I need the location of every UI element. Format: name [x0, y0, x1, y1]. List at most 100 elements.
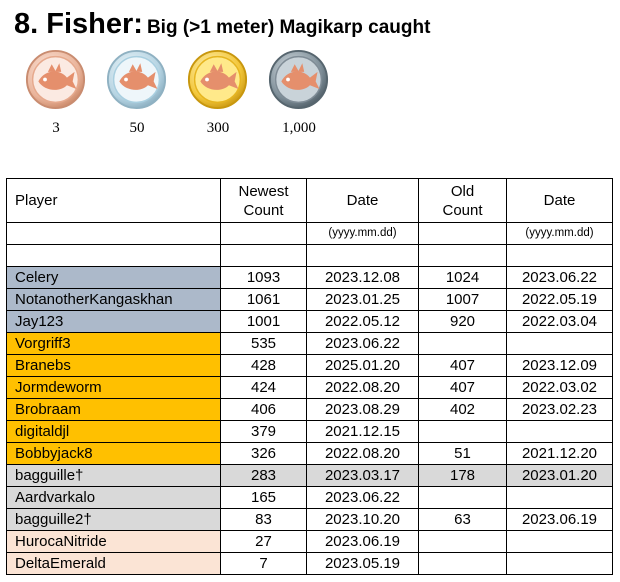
newest-count-cell: 83 [220, 508, 307, 531]
player-cell: digitaldjl [6, 420, 221, 443]
header-date-1: Date [306, 178, 419, 223]
newest-date-cell: 2022.05.12 [306, 310, 419, 333]
header-old-count: Old Count [418, 178, 507, 223]
newest-count-cell: 27 [220, 530, 307, 553]
silver-medal-label: 50 [129, 120, 145, 136]
newest-count-cell: 379 [220, 420, 307, 443]
old-count-cell: 407 [418, 376, 507, 399]
table-row: Jormdeworm 424 2022.08.20 407 2022.03.02 [6, 376, 613, 399]
newest-date-cell: 2022.08.20 [306, 376, 419, 399]
date-format-1: (yyyy.mm.dd) [306, 222, 419, 245]
newest-count-cell: 1061 [220, 288, 307, 311]
old-date-cell: 2021.12.20 [506, 442, 613, 465]
gold-medal-icon [187, 49, 248, 110]
player-cell: Bobbyjack8 [6, 442, 221, 465]
table-spacer-row [6, 244, 613, 267]
player-cell: Jormdeworm [6, 376, 221, 399]
old-count-cell [418, 486, 507, 509]
medal-subtitle: Big (>1 meter) Magikarp caught [146, 17, 431, 38]
newest-date-cell: 2023.06.22 [306, 332, 419, 355]
old-count-cell: 402 [418, 398, 507, 421]
table-row: Aardvarkalo 165 2023.06.22 [6, 486, 613, 509]
table-row: Brobraam 406 2023.08.29 402 2023.02.23 [6, 398, 613, 421]
old-count-cell: 1007 [418, 288, 507, 311]
old-date-cell [506, 486, 613, 509]
table-row: NotanotherKangaskhan 1061 2023.01.25 1007 20… [6, 288, 613, 311]
old-count-cell: 920 [418, 310, 507, 333]
old-date-cell: 2023.02.23 [506, 398, 613, 421]
table-row: DeltaEmerald 7 2023.05.19 [6, 552, 613, 575]
old-count-cell [418, 332, 507, 355]
player-cell: Vorgriff3 [6, 332, 221, 355]
player-cell: Jay123 [6, 310, 221, 333]
table-row: digitaldjl 379 2021.12.15 [6, 420, 613, 443]
newest-date-cell: 2023.06.19 [306, 530, 419, 553]
newest-count-cell: 406 [220, 398, 307, 421]
medal-number-title: 8. Fisher: [14, 8, 143, 40]
table-row: Branebs 428 2025.01.20 407 2023.12.09 [6, 354, 613, 377]
old-count-cell [418, 530, 507, 553]
player-cell: NotanotherKangaskhan [6, 288, 221, 311]
newest-count-cell: 165 [220, 486, 307, 509]
player-cell: Brobraam [6, 398, 221, 421]
old-date-cell: 2022.03.04 [506, 310, 613, 333]
player-cell: bagguille† [6, 464, 221, 487]
old-date-cell: 2022.05.19 [506, 288, 613, 311]
newest-count-cell: 1093 [220, 266, 307, 289]
old-date-cell: 2023.06.22 [506, 266, 613, 289]
newest-date-cell: 2025.01.20 [306, 354, 419, 377]
table-row: Vorgriff3 535 2023.06.22 [6, 332, 613, 355]
newest-date-cell: 2023.08.29 [306, 398, 419, 421]
page-title: 8. Fisher: Big (>1 meter) Magikarp caught [14, 8, 430, 41]
table-row: HurocaNitride 27 2023.06.19 [6, 530, 613, 553]
old-count-cell: 1024 [418, 266, 507, 289]
spacer-cell [506, 244, 613, 267]
gold-medal-label: 300 [206, 120, 230, 136]
newest-count-cell: 535 [220, 332, 307, 355]
newest-date-cell: 2023.05.19 [306, 552, 419, 575]
spacer-cell [6, 244, 221, 267]
old-count-cell [418, 552, 507, 575]
silver-medal-icon [106, 49, 167, 110]
player-cell: Aardvarkalo [6, 486, 221, 509]
format-cell-empty [6, 222, 221, 245]
old-count-cell [418, 420, 507, 443]
old-count-cell: 51 [418, 442, 507, 465]
player-cell: DeltaEmerald [6, 552, 221, 575]
format-cell-empty [418, 222, 507, 245]
header-newest-count: Newest Count [220, 178, 307, 223]
table-row: bagguille2† 83 2023.10.20 63 2023.06.19 [6, 508, 613, 531]
newest-date-cell: 2022.08.20 [306, 442, 419, 465]
player-cell: bagguille2† [6, 508, 221, 531]
old-date-cell [506, 332, 613, 355]
old-count-cell: 178 [418, 464, 507, 487]
bronze-medal-icon [25, 49, 86, 110]
table-row: bagguille† 283 2023.03.17 178 2023.01.20 [6, 464, 613, 487]
newest-date-cell: 2023.10.20 [306, 508, 419, 531]
spacer-cell [418, 244, 507, 267]
newest-count-cell: 326 [220, 442, 307, 465]
newest-date-cell: 2021.12.15 [306, 420, 419, 443]
old-date-cell: 2023.12.09 [506, 354, 613, 377]
old-date-cell: 2023.01.20 [506, 464, 613, 487]
newest-count-cell: 283 [220, 464, 307, 487]
date-format-2: (yyyy.mm.dd) [506, 222, 613, 245]
newest-date-cell: 2023.03.17 [306, 464, 419, 487]
spacer-cell [306, 244, 419, 267]
newest-date-cell: 2023.01.25 [306, 288, 419, 311]
platinum-medal-label: 1,000 [282, 120, 316, 136]
leaderboard-table: Player Newest Count Date Old Count Date … [6, 178, 613, 575]
format-cell-empty [220, 222, 307, 245]
platinum-medal-icon [268, 49, 329, 110]
old-count-cell: 63 [418, 508, 507, 531]
old-date-cell [506, 420, 613, 443]
spacer-cell [220, 244, 307, 267]
old-date-cell: 2022.03.02 [506, 376, 613, 399]
newest-count-cell: 424 [220, 376, 307, 399]
old-count-cell: 407 [418, 354, 507, 377]
bronze-medal-label: 3 [52, 120, 60, 136]
table-header-row: Player Newest Count Date Old Count Date [6, 178, 613, 223]
newest-date-cell: 2023.12.08 [306, 266, 419, 289]
newest-date-cell: 2023.06.22 [306, 486, 419, 509]
header-player: Player [6, 178, 221, 223]
